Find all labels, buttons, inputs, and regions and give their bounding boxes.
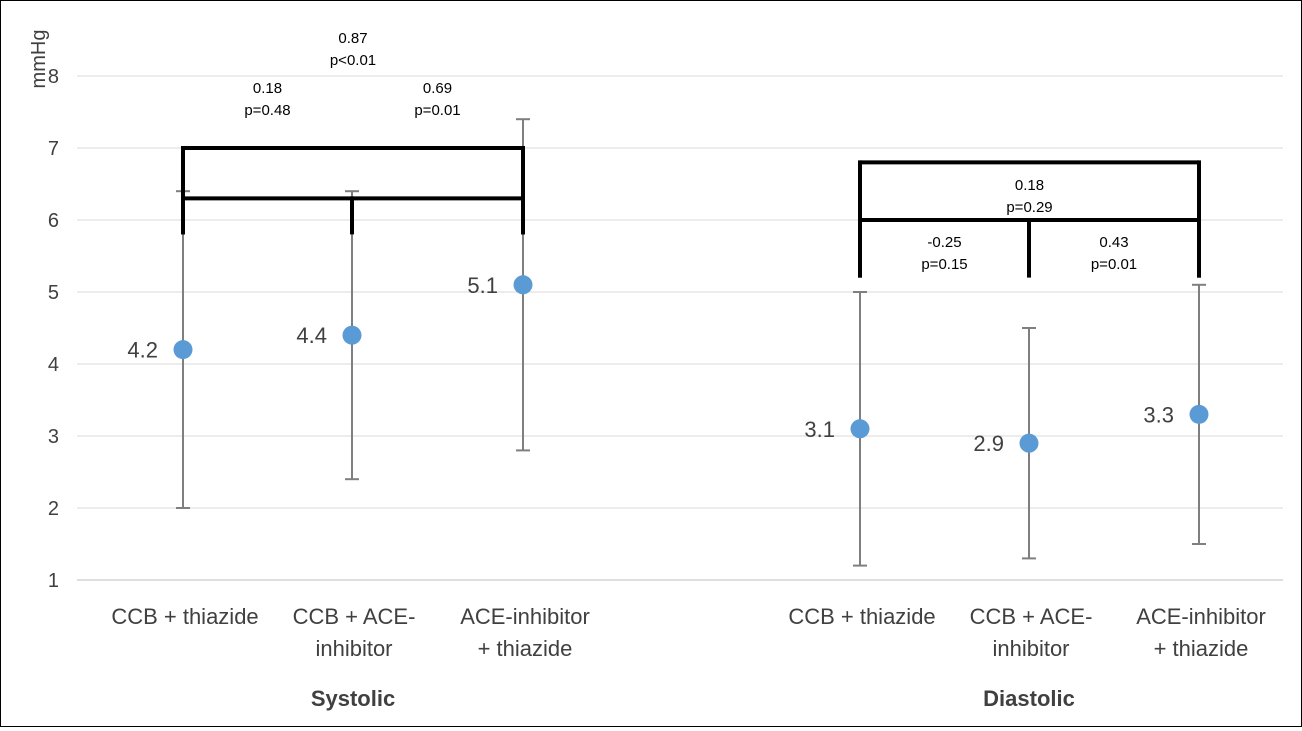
category-label: CCB + thiazide bbox=[111, 604, 258, 629]
y-axis-label: mmHg bbox=[28, 30, 50, 89]
data-label: 3.3 bbox=[1143, 402, 1174, 427]
comparison-annotation: 0.18 bbox=[253, 80, 282, 97]
data-point bbox=[173, 340, 193, 360]
comparison-annotation: 0.43 bbox=[1099, 234, 1128, 251]
error-bars bbox=[176, 118, 1206, 567]
data-point bbox=[850, 419, 870, 439]
group-label: Diastolic bbox=[983, 686, 1075, 711]
data-label: 4.2 bbox=[127, 338, 158, 363]
y-tick-label: 3 bbox=[48, 426, 59, 448]
comparison-annotation: p=0.01 bbox=[414, 102, 460, 119]
data-point bbox=[342, 325, 362, 345]
data-label: 5.1 bbox=[467, 273, 498, 298]
comparison-annotation: p=0.29 bbox=[1006, 199, 1052, 216]
category-label: CCB + ACE- bbox=[293, 604, 416, 629]
category-label: CCB + ACE- bbox=[970, 604, 1093, 629]
comparison-annotation: p<0.01 bbox=[330, 52, 376, 69]
comparison-brackets bbox=[181, 146, 1201, 278]
y-tick-label: 5 bbox=[48, 282, 59, 304]
category-labels: CCB + thiazide CCB + ACE-inhibitor ACE-inh… bbox=[111, 604, 1265, 661]
comparison-annotation: 0.18 bbox=[1015, 177, 1044, 194]
y-tick-label: 2 bbox=[48, 498, 59, 520]
data-label: 3.1 bbox=[804, 417, 835, 442]
data-points bbox=[173, 275, 1209, 453]
data-labels: 4.2 4.4 5.1 0.87 p<0.01 0.18 p=0.48 0.69 p=0.01 3… bbox=[127, 30, 1174, 456]
data-label: 4.4 bbox=[296, 323, 327, 348]
comparison-annotation: p=0.01 bbox=[1091, 256, 1137, 273]
y-tick-label: 7 bbox=[48, 138, 59, 160]
y-tick-label: 8 bbox=[48, 66, 59, 88]
data-label: 2.9 bbox=[973, 431, 1004, 456]
category-label: inhibitor bbox=[315, 636, 392, 661]
category-label: inhibitor bbox=[992, 636, 1069, 661]
category-label: + thiazide bbox=[1154, 636, 1249, 661]
comparison-annotation: p=0.15 bbox=[921, 256, 967, 273]
comparison-annotation: 0.69 bbox=[423, 80, 452, 97]
y-tick-labels: 1 2 3 4 5 6 7 8 bbox=[48, 66, 59, 592]
category-label: ACE-inhibitor bbox=[1136, 604, 1266, 629]
group-label: Systolic bbox=[311, 686, 395, 711]
category-label: CCB + thiazide bbox=[788, 604, 935, 629]
comparison-annotation: 0.87 bbox=[338, 30, 367, 47]
data-point bbox=[1019, 433, 1039, 453]
comparison-annotation: p=0.48 bbox=[244, 102, 290, 119]
data-point bbox=[513, 275, 533, 295]
group-labels: Systolic Diastolic bbox=[311, 686, 1075, 711]
y-tick-label: 4 bbox=[48, 354, 59, 376]
grid-layer bbox=[77, 75, 1283, 581]
comparison-annotation: -0.25 bbox=[927, 234, 961, 251]
y-tick-label: 6 bbox=[48, 210, 59, 232]
category-label: ACE-inhibitor bbox=[460, 604, 590, 629]
data-point bbox=[1189, 404, 1209, 424]
category-label: + thiazide bbox=[478, 636, 573, 661]
y-tick-label: 1 bbox=[48, 570, 59, 592]
